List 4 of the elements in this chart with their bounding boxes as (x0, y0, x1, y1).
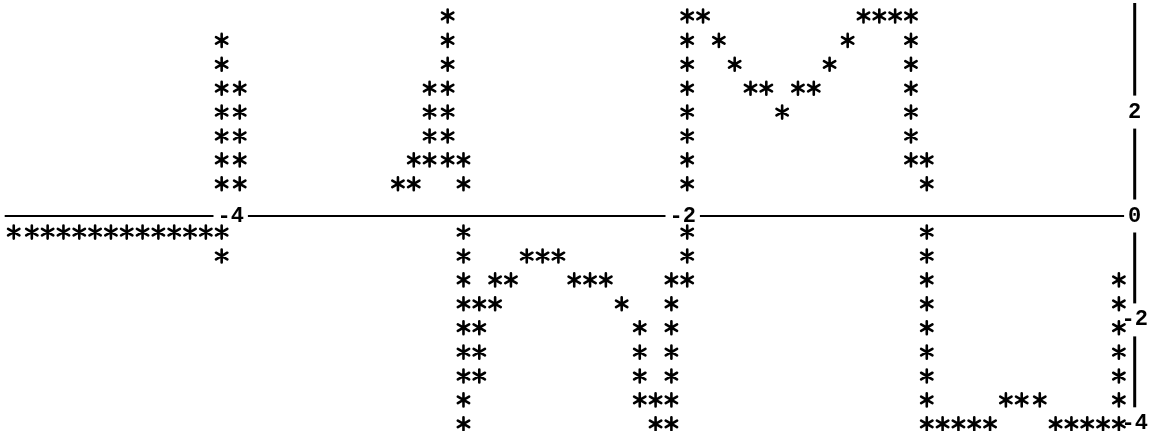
y-tick-label: 0 (1128, 203, 1142, 229)
y-tick-label: -2 (1121, 307, 1148, 333)
y-tick-label: -4 (1121, 411, 1148, 431)
y-tick-label: 2 (1128, 99, 1142, 125)
